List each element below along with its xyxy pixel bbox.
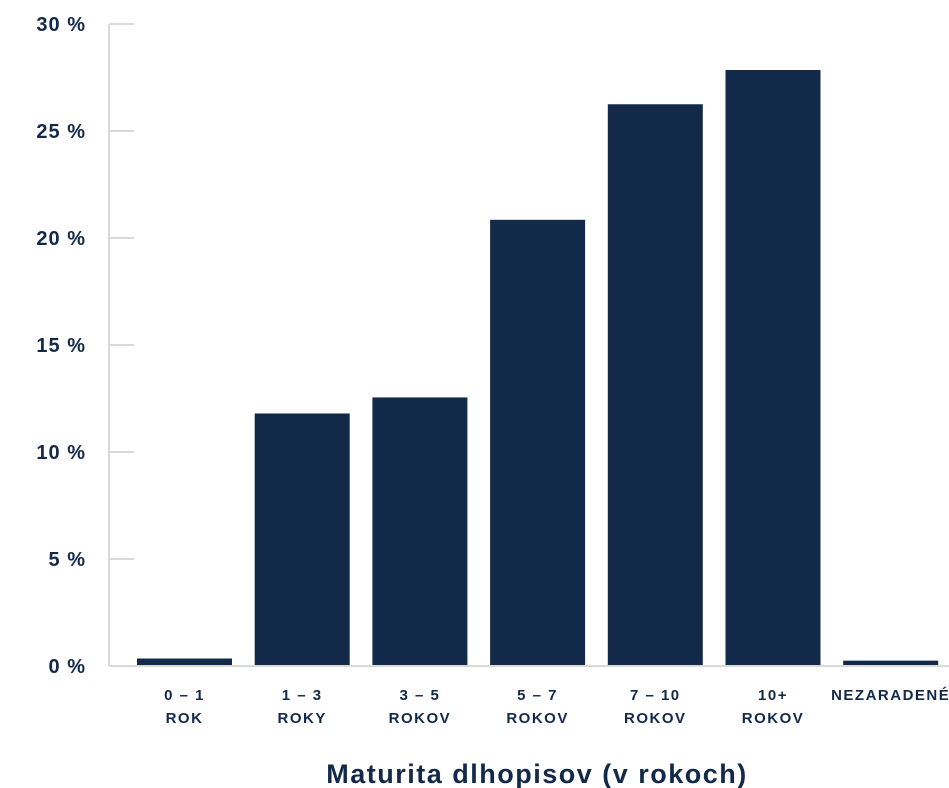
bar <box>725 70 821 666</box>
bar <box>372 397 468 666</box>
x-tick-label: 7 – 10 ROKOV <box>624 687 687 727</box>
x-tick-label: 0 – 1 ROK <box>164 687 205 727</box>
y-tick-label: 15 % <box>36 335 86 357</box>
x-tick-label: NEZARADENÉ <box>831 687 949 704</box>
bar <box>490 219 586 666</box>
x-axis-label: Maturita dlhopisov (v rokoch) <box>326 759 748 788</box>
bar <box>254 413 350 666</box>
x-axis: 0 – 1 ROK 1 – 3 ROKY 3 – 5 ROKOV 5 – 7 ROKOV 7 –… <box>109 665 949 727</box>
bar <box>137 658 232 666</box>
x-tick-label: 1 – 3 ROKY <box>278 687 327 727</box>
y-tick-label: 10 % <box>36 442 86 464</box>
y-tick-label: 5 % <box>49 549 86 571</box>
bar <box>843 660 939 666</box>
y-tick-label: 0 % <box>49 656 86 678</box>
y-axis: 0 % 5 % 10 % 15 % 20 % 25 % 30 % <box>36 14 134 678</box>
x-tick-label: 10+ ROKOV <box>742 687 805 727</box>
x-tick-label: 3 – 5 ROKOV <box>389 687 452 727</box>
y-tick-label: 25 % <box>36 121 86 143</box>
y-tick-label: 30 % <box>36 14 86 36</box>
y-tick-label: 20 % <box>36 228 86 250</box>
bars <box>137 70 939 666</box>
bar <box>607 104 703 666</box>
x-tick-label: 5 – 7 ROKOV <box>506 687 569 727</box>
